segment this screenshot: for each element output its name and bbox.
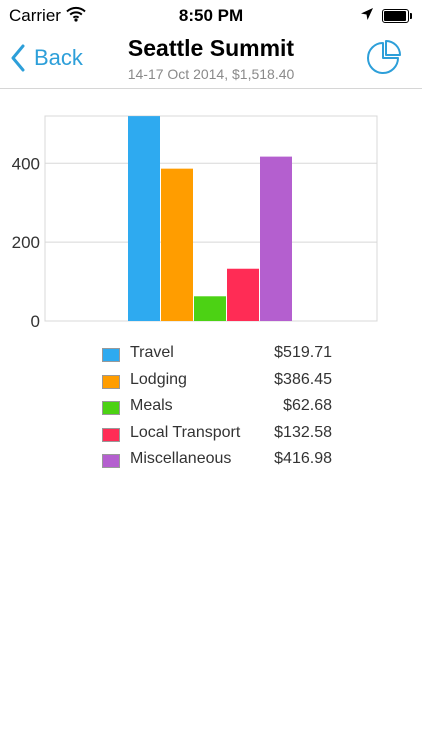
legend-item: Meals $62.68 — [100, 395, 332, 422]
bar-meals — [194, 296, 226, 321]
battery-icon — [382, 9, 412, 23]
chevron-left-icon — [11, 44, 25, 72]
plot-frame — [44, 115, 378, 322]
location-arrow-icon — [360, 7, 374, 26]
legend-item: Local Transport $132.58 — [100, 422, 332, 449]
legend-value: $62.68 — [283, 397, 332, 414]
legend-item: Miscellaneous $416.98 — [100, 448, 332, 475]
bar-local-transport — [227, 268, 259, 321]
bar-travel — [128, 116, 160, 322]
status-bar: Carrier 8:50 PM — [0, 0, 422, 32]
legend-swatch — [102, 454, 120, 468]
trip-summary: 14-17 Oct 2014, $1,518.40 — [127, 66, 295, 82]
expense-bar-chart: 0 200 400 — [12, 115, 378, 331]
back-label: Back — [34, 45, 83, 70]
pie-chart-icon[interactable] — [364, 39, 402, 77]
legend-swatch — [102, 374, 120, 389]
legend-label: Travel — [130, 344, 174, 361]
wifi-icon — [66, 6, 86, 27]
page-title: Seattle Summit — [127, 35, 295, 61]
bar-miscellaneous — [260, 156, 292, 321]
navigation-bar: Back Seattle Summit 14-17 Oct 2014, $1,5… — [0, 32, 422, 89]
legend-value: $386.45 — [274, 370, 332, 388]
legend-item: Lodging $386.45 — [100, 369, 332, 396]
legend-value: $519.71 — [274, 344, 332, 361]
y-tick-label: 0 — [31, 312, 40, 331]
legend-swatch — [102, 348, 120, 362]
legend-value: $132.58 — [274, 423, 332, 441]
legend-item: Travel $519.71 — [100, 342, 332, 369]
back-button[interactable]: Back — [10, 40, 83, 76]
y-tick-label: 200 — [12, 233, 40, 252]
legend-label: Local Transport — [130, 423, 241, 441]
chart-legend: Travel $519.71 Lodging $386.45 Meals $62.68 Lo… — [100, 342, 332, 475]
bar-lodging — [161, 168, 193, 321]
legend-label: Miscellaneous — [130, 450, 232, 467]
y-tick-label: 400 — [12, 154, 40, 173]
clock: 8:50 PM — [178, 6, 244, 25]
legend-value: $416.98 — [274, 450, 332, 467]
legend-swatch — [102, 401, 120, 415]
legend-label: Meals — [130, 397, 173, 414]
legend-swatch — [102, 427, 120, 442]
carrier-label: Carrier — [9, 6, 61, 25]
legend-label: Lodging — [130, 370, 187, 388]
